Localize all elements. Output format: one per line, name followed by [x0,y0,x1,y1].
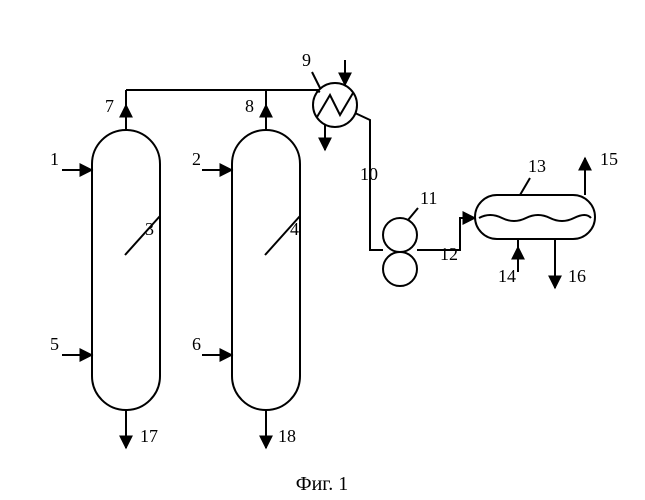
label-18: 18 [278,426,296,446]
figure-caption: Фиг. 1 [296,473,348,495]
process-flow-diagram: 1 2 3 4 5 6 7 8 9 10 11 12 13 14 15 16 1… [0,0,645,500]
pump-top [383,218,417,252]
label-4: 4 [290,219,299,239]
label-9: 9 [302,50,311,70]
leader-11 [408,208,418,220]
label-10: 10 [360,164,378,184]
label-2: 2 [192,149,201,169]
column-1 [92,130,160,410]
label-8: 8 [245,96,254,116]
label-1: 1 [50,149,59,169]
label-16: 16 [568,266,586,286]
label-11: 11 [420,188,437,208]
label-15: 15 [600,149,618,169]
label-7: 7 [105,96,114,116]
label-14: 14 [498,266,516,286]
label-6: 6 [192,334,201,354]
column-2 [232,130,300,410]
label-5: 5 [50,334,59,354]
label-17: 17 [140,426,158,446]
label-12: 12 [440,244,458,264]
pump-bottom [383,252,417,286]
label-3: 3 [145,219,154,239]
leader-9 [312,72,320,88]
leader-13 [520,178,530,195]
label-13: 13 [528,156,546,176]
